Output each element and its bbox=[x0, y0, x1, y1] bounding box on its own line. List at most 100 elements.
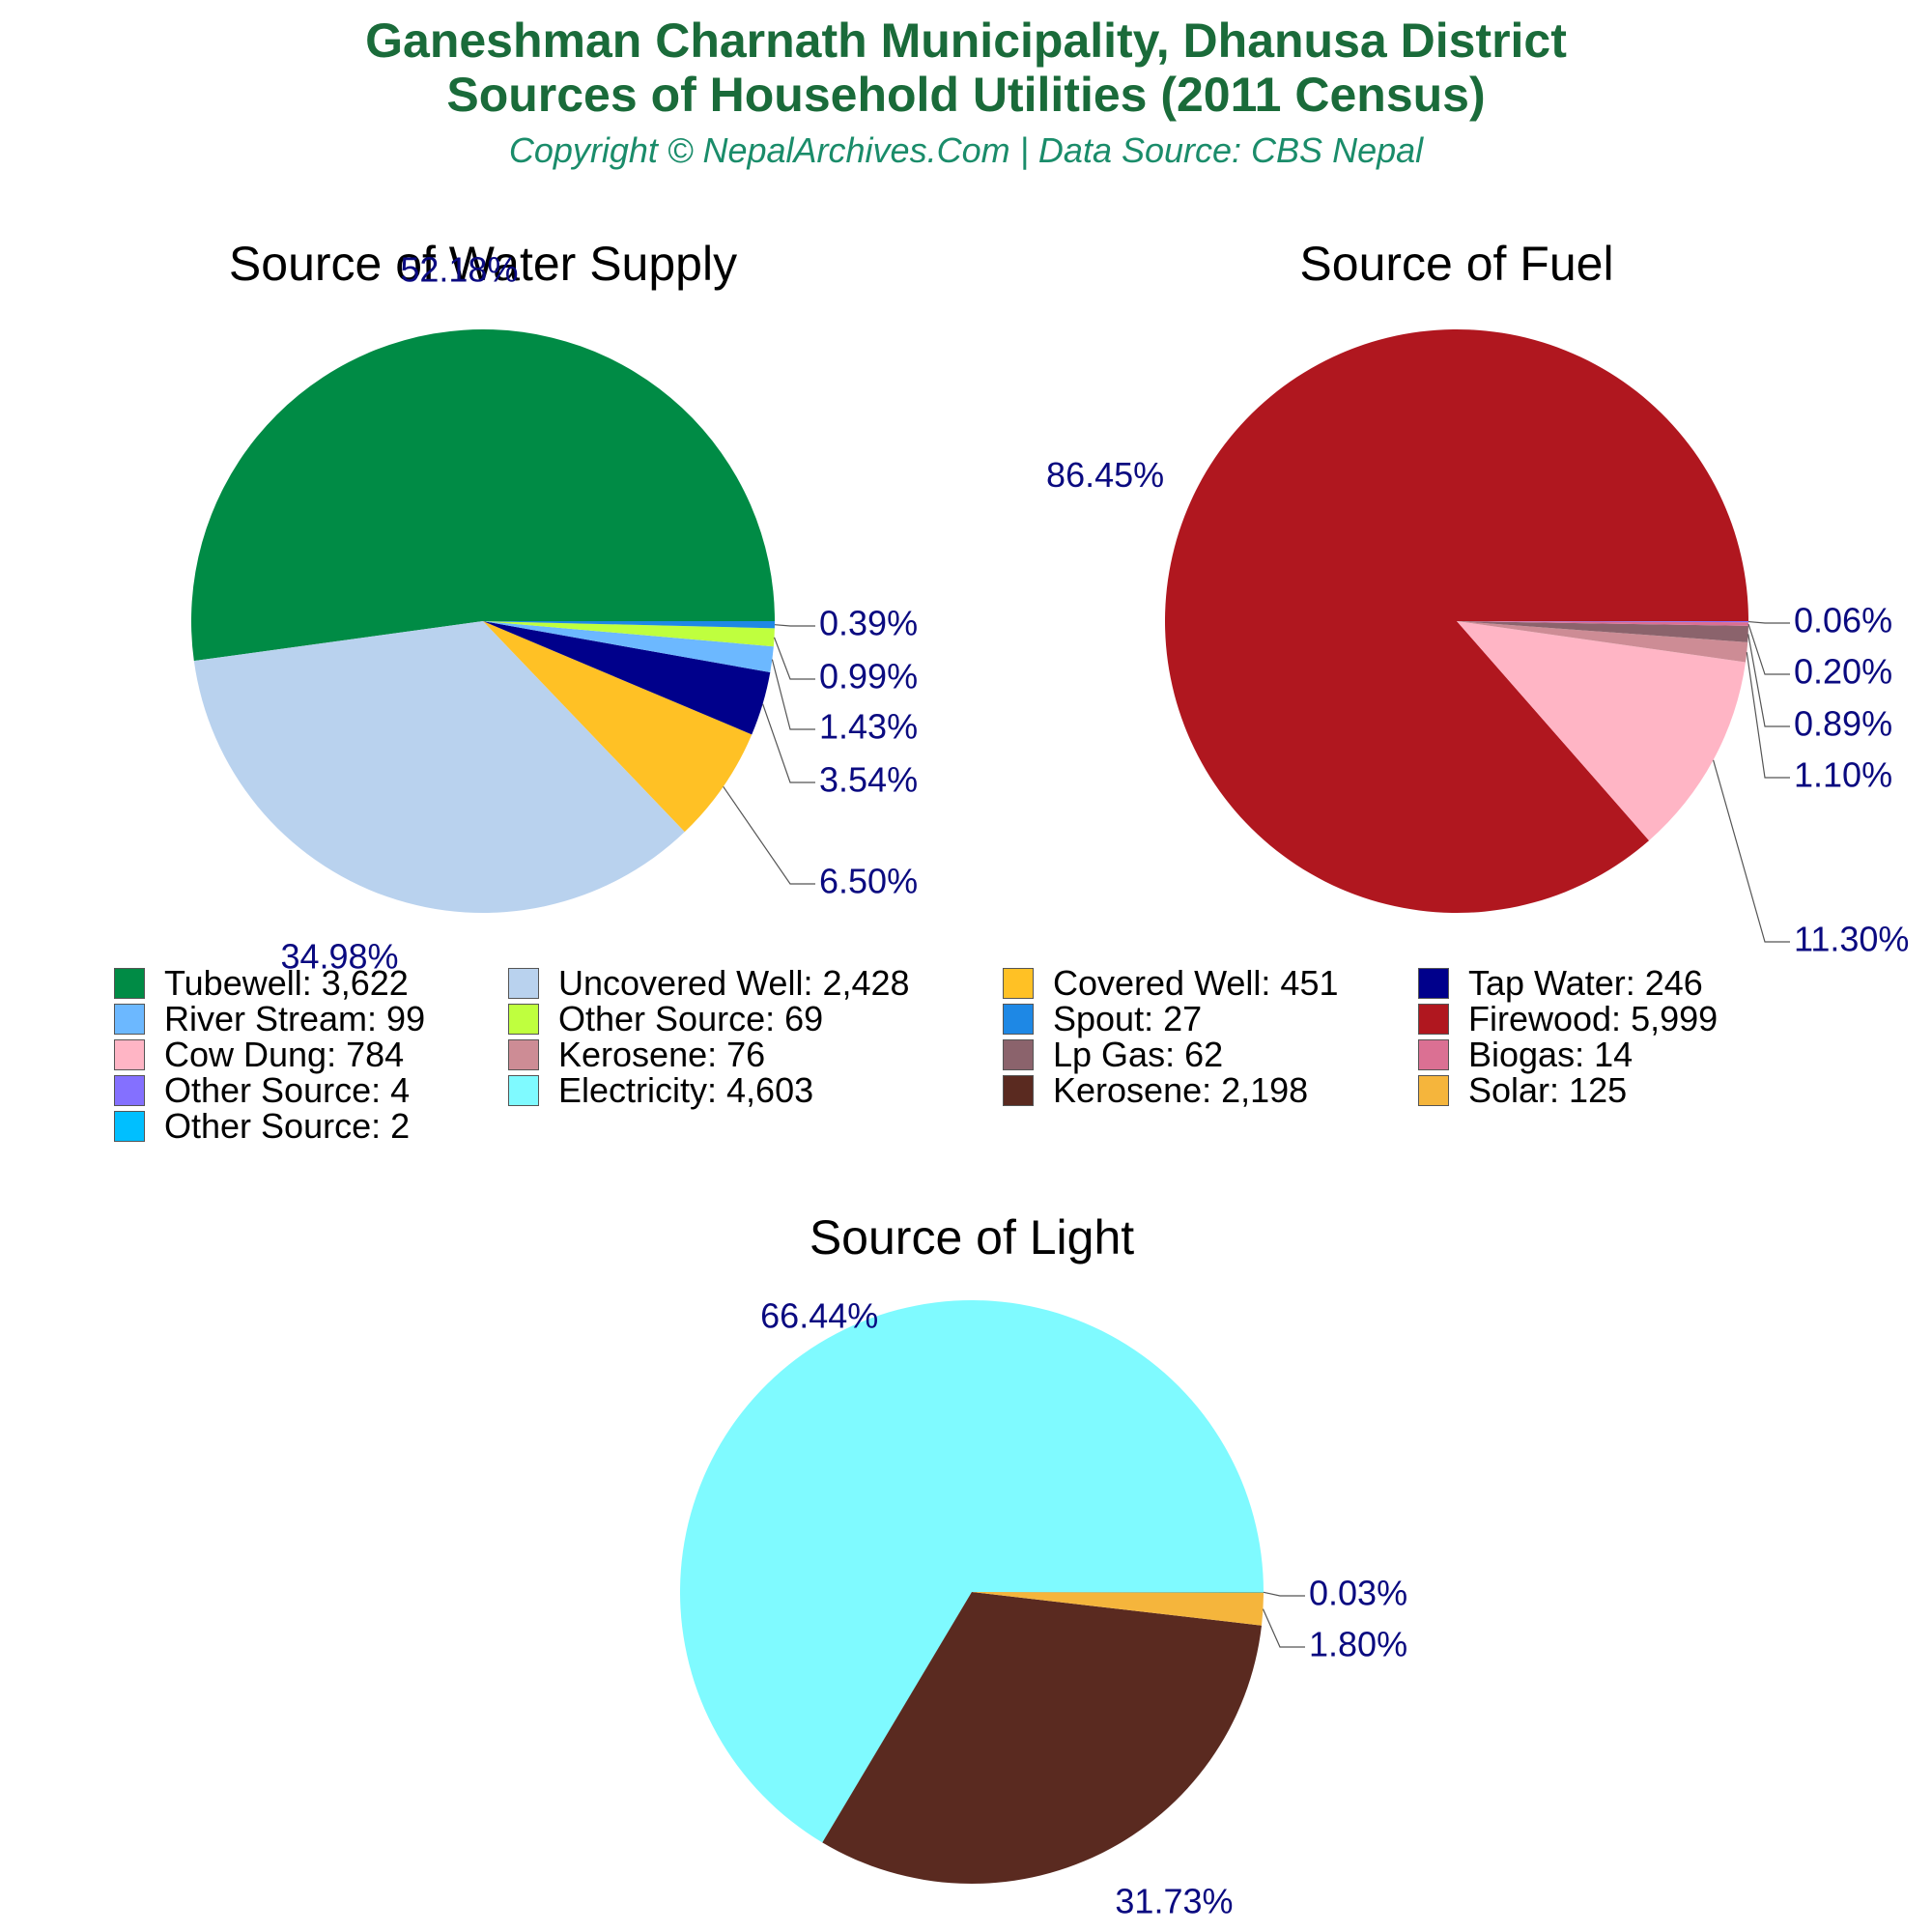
pie-slice-percent-label: 0.06% bbox=[1794, 601, 1892, 640]
pie-slice-percent-label: 3.54% bbox=[819, 760, 918, 800]
callout-line bbox=[771, 659, 815, 730]
pie-title: Source of Fuel bbox=[1299, 237, 1613, 291]
legend-label: Electricity: 4,603 bbox=[558, 1070, 814, 1110]
pie-slice-percent-label: 52.18% bbox=[400, 249, 518, 289]
callout-line bbox=[762, 703, 815, 783]
pie-chart-2: Source of Fuel 86.45% 11.30% 1.10% 0.89% 0.20… bbox=[1046, 237, 1909, 959]
pie-slice bbox=[193, 621, 685, 913]
legend-label: Lp Gas: 62 bbox=[1053, 1035, 1224, 1074]
pie-slice bbox=[972, 1592, 1264, 1593]
legend-item: Other Source: 69 bbox=[508, 999, 824, 1038]
legend-swatch bbox=[1418, 968, 1449, 999]
legend-label: Cow Dung: 784 bbox=[164, 1035, 405, 1074]
callout-line bbox=[1712, 759, 1790, 943]
legend-swatch bbox=[114, 1004, 145, 1035]
pie-slice-percent-label: 1.43% bbox=[819, 707, 918, 747]
legend-swatch bbox=[508, 1004, 539, 1035]
pie-chart-3: Source of Light 66.44% 31.73% 1.80% 0.03% bbox=[679, 1210, 1407, 1920]
legend-item: Biogas: 14 bbox=[1418, 1035, 1633, 1074]
legend-swatch bbox=[508, 1075, 539, 1106]
legend-item: Tubewell: 3,622 bbox=[114, 963, 409, 1003]
pie-title: Source of Light bbox=[810, 1210, 1134, 1264]
pie-slice bbox=[483, 621, 775, 647]
callout-line bbox=[774, 624, 815, 627]
pie-slice-percent-label: 1.10% bbox=[1794, 755, 1892, 795]
legend-label: Other Source: 69 bbox=[558, 999, 824, 1038]
callout-line bbox=[1746, 652, 1790, 779]
subtitle: Copyright © NepalArchives.Com | Data Sou… bbox=[508, 130, 1424, 170]
pie-slice-percent-label: 0.20% bbox=[1794, 652, 1892, 692]
pie-slice-percent-label: 6.50% bbox=[819, 862, 918, 901]
legend-swatch bbox=[508, 968, 539, 999]
legend-item: Cow Dung: 784 bbox=[114, 1035, 405, 1074]
legend-item: Other Source: 4 bbox=[114, 1070, 411, 1110]
pie-slice bbox=[679, 1300, 1264, 1843]
legend-item: Covered Well: 451 bbox=[1003, 963, 1339, 1003]
legend-label: Firewood: 5,999 bbox=[1468, 999, 1719, 1038]
legend-item: Solar: 125 bbox=[1418, 1070, 1627, 1110]
pie-slice bbox=[1457, 621, 1748, 642]
callout-line bbox=[1262, 1608, 1305, 1648]
legend-swatch bbox=[1418, 1004, 1449, 1035]
pie-slice-percent-label: 11.30% bbox=[1794, 920, 1909, 959]
callout-line bbox=[1263, 1591, 1305, 1597]
pie-slice bbox=[1457, 621, 1746, 841]
pie-slice-percent-label: 0.99% bbox=[819, 657, 918, 696]
legend-item: Other Source: 2 bbox=[114, 1106, 411, 1146]
header: Ganeshman Charnath Municipality, Dhanusa… bbox=[0, 14, 1932, 172]
legend-swatch bbox=[1003, 1075, 1034, 1106]
legend-swatch bbox=[1003, 1004, 1034, 1035]
legend-label: Kerosene: 2,198 bbox=[1053, 1070, 1309, 1110]
pie-slice-percent-label: 66.44% bbox=[760, 1295, 878, 1335]
legend-label: Tap Water: 246 bbox=[1468, 963, 1703, 1003]
legend-label: Other Source: 2 bbox=[164, 1106, 411, 1146]
legend-item: Firewood: 5,999 bbox=[1418, 999, 1719, 1038]
main-title-line2: Sources of Household Utilities (2011 Cen… bbox=[446, 68, 1486, 122]
legend-item: Kerosene: 2,198 bbox=[1003, 1070, 1309, 1110]
pie-slice-percent-label: 0.03% bbox=[1309, 1574, 1407, 1613]
pie-slice bbox=[1457, 621, 1748, 626]
pie-slice-percent-label: 0.39% bbox=[819, 604, 918, 643]
pie-slice-percent-label: 86.45% bbox=[1046, 455, 1164, 495]
legend-item: Kerosene: 76 bbox=[508, 1035, 766, 1074]
callout-line bbox=[723, 785, 815, 885]
pie-slice-percent-label: 1.80% bbox=[1309, 1625, 1407, 1664]
legend-item: Electricity: 4,603 bbox=[508, 1070, 814, 1110]
legend-swatch bbox=[508, 1039, 539, 1070]
pie-slice bbox=[483, 621, 753, 833]
pie-slice-percent-label: 34.98% bbox=[280, 936, 398, 976]
legend-label: Tubewell: 3,622 bbox=[164, 963, 409, 1003]
legend-swatch bbox=[1418, 1039, 1449, 1070]
legend-label: Other Source: 4 bbox=[164, 1070, 411, 1110]
callout-line bbox=[1747, 634, 1790, 727]
pie-slice-percent-label: 31.73% bbox=[1115, 1881, 1233, 1920]
legend-swatch bbox=[114, 1111, 145, 1142]
pie-title: Source of Water Supply bbox=[229, 237, 737, 291]
pie-slice bbox=[972, 1592, 1264, 1626]
legend-swatch bbox=[1003, 1039, 1034, 1070]
pie-slice bbox=[1457, 621, 1748, 623]
pie-slice bbox=[191, 329, 775, 662]
pie-slice bbox=[483, 621, 771, 735]
legend-swatch bbox=[1418, 1075, 1449, 1106]
legend-swatch bbox=[1003, 968, 1034, 999]
legend-swatch bbox=[114, 1039, 145, 1070]
legend-swatch bbox=[114, 968, 145, 999]
legend-label: Spout: 27 bbox=[1053, 999, 1203, 1038]
legend-label: Kerosene: 76 bbox=[558, 1035, 766, 1074]
callout-line bbox=[1747, 623, 1790, 675]
pie-slice bbox=[483, 621, 775, 629]
legend-label: Covered Well: 451 bbox=[1053, 963, 1339, 1003]
pie-slice bbox=[483, 621, 774, 673]
legend-swatch bbox=[114, 1075, 145, 1106]
legend-item: Spout: 27 bbox=[1003, 999, 1203, 1038]
legend-item: Lp Gas: 62 bbox=[1003, 1035, 1224, 1074]
pie-slice bbox=[1457, 621, 1748, 663]
legend-item: Tap Water: 246 bbox=[1418, 963, 1703, 1003]
legend-label: Uncovered Well: 2,428 bbox=[558, 963, 910, 1003]
callout-line bbox=[773, 637, 815, 680]
pie-slice bbox=[822, 1592, 1262, 1884]
legend-item: River Stream: 99 bbox=[114, 999, 425, 1038]
callout-line bbox=[1747, 620, 1790, 624]
